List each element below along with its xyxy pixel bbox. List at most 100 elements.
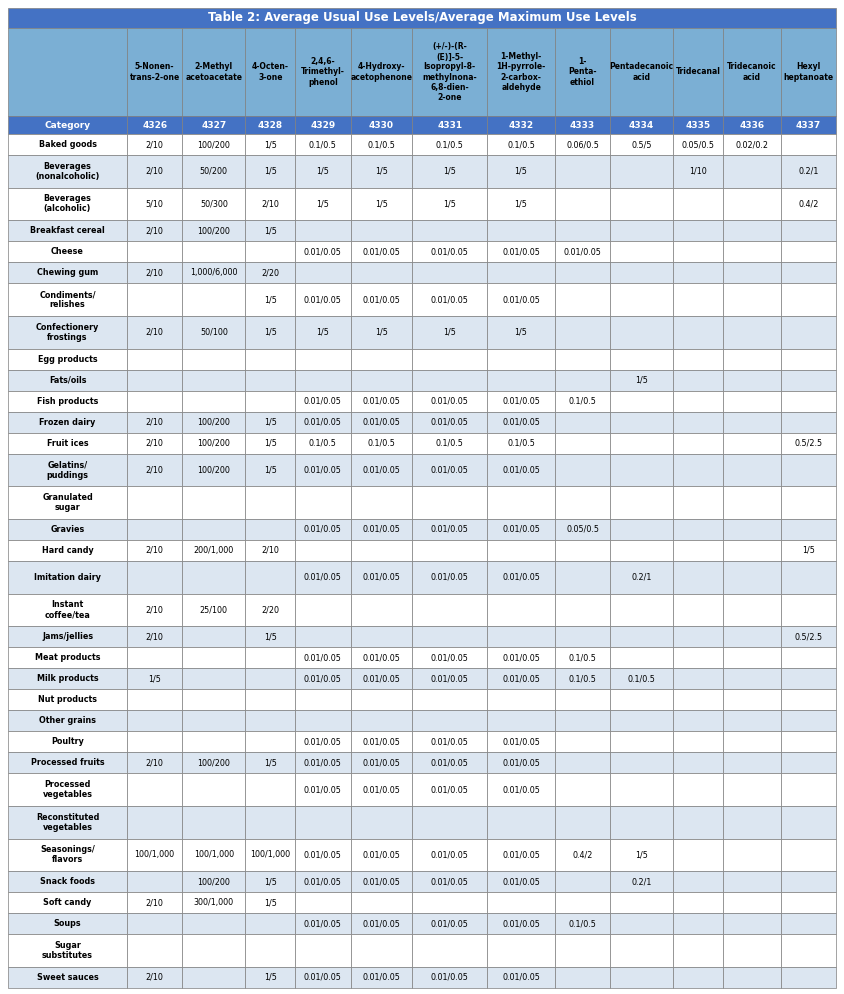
Bar — [674, 732, 723, 752]
Bar — [723, 689, 781, 711]
Text: 2/10: 2/10 — [146, 899, 164, 908]
Bar — [674, 689, 723, 711]
Bar — [127, 262, 182, 283]
Bar — [674, 486, 723, 519]
Bar — [127, 934, 182, 967]
Bar — [8, 432, 127, 453]
Bar — [723, 913, 781, 934]
Bar — [555, 391, 610, 412]
Bar — [781, 116, 836, 134]
Text: 0.01/0.05: 0.01/0.05 — [430, 417, 468, 426]
Bar — [350, 561, 412, 593]
Text: 0.1/0.5: 0.1/0.5 — [309, 438, 337, 447]
Bar — [674, 221, 723, 242]
Text: 0.01/0.05: 0.01/0.05 — [304, 973, 342, 982]
Text: 0.06/0.5: 0.06/0.5 — [566, 140, 599, 149]
Bar — [246, 486, 295, 519]
Bar — [412, 391, 487, 412]
Bar — [723, 893, 781, 913]
Bar — [781, 689, 836, 711]
Bar — [555, 689, 610, 711]
Text: 0.05/0.5: 0.05/0.5 — [682, 140, 715, 149]
Text: Reconstituted
vegetables: Reconstituted vegetables — [35, 813, 100, 832]
Bar — [487, 116, 555, 134]
Bar — [182, 134, 246, 155]
Text: 1/5: 1/5 — [443, 167, 456, 176]
Bar — [182, 28, 246, 116]
Text: 0.01/0.05: 0.01/0.05 — [430, 397, 468, 406]
Text: Soups: Soups — [54, 919, 81, 928]
Bar — [487, 316, 555, 349]
Text: 100/1,000: 100/1,000 — [194, 851, 234, 860]
Bar — [610, 839, 674, 872]
Bar — [674, 967, 723, 988]
Bar — [350, 913, 412, 934]
Bar — [350, 626, 412, 647]
Bar — [674, 28, 723, 116]
Text: 0.05/0.5: 0.05/0.5 — [566, 525, 599, 534]
Bar — [182, 561, 246, 593]
Text: Processed
vegetables: Processed vegetables — [42, 780, 93, 799]
Bar — [246, 28, 295, 116]
Text: 0.4/2: 0.4/2 — [572, 851, 592, 860]
Bar — [555, 967, 610, 988]
Bar — [350, 839, 412, 872]
Text: 0.01/0.05: 0.01/0.05 — [304, 573, 342, 581]
Bar — [295, 967, 350, 988]
Bar — [182, 839, 246, 872]
Text: Beverages
(alcoholic): Beverages (alcoholic) — [44, 195, 91, 214]
Text: Egg products: Egg products — [38, 355, 97, 364]
Bar — [350, 316, 412, 349]
Bar — [412, 626, 487, 647]
Text: Fats/oils: Fats/oils — [49, 376, 86, 385]
Text: 2/10: 2/10 — [146, 438, 164, 447]
Bar — [610, 519, 674, 540]
Bar — [487, 519, 555, 540]
Text: 2/10: 2/10 — [146, 546, 164, 555]
Bar — [555, 453, 610, 486]
Text: 0.01/0.05: 0.01/0.05 — [304, 758, 342, 767]
Bar — [295, 486, 350, 519]
Bar — [610, 432, 674, 453]
Text: 1/5: 1/5 — [264, 167, 277, 176]
Bar — [350, 349, 412, 370]
Text: Chewing gum: Chewing gum — [37, 268, 98, 277]
Bar — [487, 262, 555, 283]
Bar — [781, 370, 836, 391]
Text: 0.01/0.05: 0.01/0.05 — [304, 878, 342, 887]
Bar — [350, 242, 412, 262]
Bar — [723, 221, 781, 242]
Bar — [295, 519, 350, 540]
Bar — [555, 711, 610, 732]
Text: Cheese: Cheese — [51, 248, 84, 256]
Bar — [610, 913, 674, 934]
Text: 0.01/0.05: 0.01/0.05 — [304, 417, 342, 426]
Bar — [350, 134, 412, 155]
Bar — [487, 934, 555, 967]
Bar — [674, 432, 723, 453]
Text: 0.01/0.05: 0.01/0.05 — [430, 973, 468, 982]
Bar — [182, 934, 246, 967]
Text: 0.2/1: 0.2/1 — [798, 167, 819, 176]
Text: 0.01/0.05: 0.01/0.05 — [502, 758, 540, 767]
Bar — [781, 540, 836, 561]
Text: 2/20: 2/20 — [262, 605, 279, 614]
Bar — [723, 262, 781, 283]
Bar — [610, 262, 674, 283]
Bar — [182, 773, 246, 806]
Bar — [723, 134, 781, 155]
Text: 0.01/0.05: 0.01/0.05 — [430, 653, 468, 662]
Bar — [412, 453, 487, 486]
Bar — [246, 155, 295, 188]
Text: 1/5: 1/5 — [264, 878, 277, 887]
Bar — [295, 561, 350, 593]
Bar — [295, 262, 350, 283]
Bar — [127, 872, 182, 893]
Text: 0.5/2.5: 0.5/2.5 — [794, 632, 822, 641]
Text: 1-Methyl-
1H-pyrrole-
2-carbox-
aldehyde: 1-Methyl- 1H-pyrrole- 2-carbox- aldehyde — [496, 53, 546, 91]
Bar — [246, 283, 295, 316]
Bar — [781, 732, 836, 752]
Bar — [182, 872, 246, 893]
Text: 1/10: 1/10 — [690, 167, 707, 176]
Bar — [781, 283, 836, 316]
